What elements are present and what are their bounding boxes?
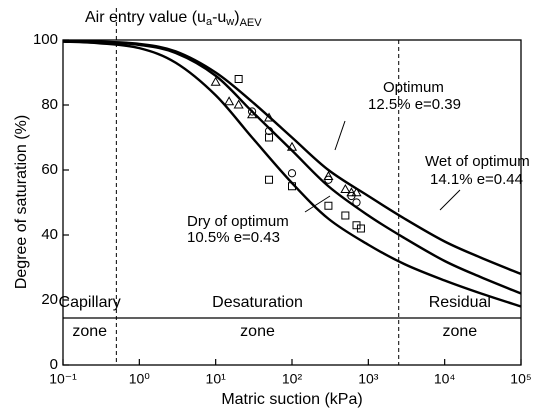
- y-axis-label: Degree of saturation (%): [13, 115, 30, 289]
- data-point: [224, 96, 235, 106]
- y-tick-label: 20: [41, 291, 58, 308]
- zone-word: zone: [443, 323, 478, 340]
- aev-text: ): [234, 9, 239, 26]
- zone-name: Residual: [429, 294, 491, 311]
- data-point: [288, 182, 296, 191]
- y-tick-label: 40: [41, 226, 58, 243]
- data-point: [324, 175, 333, 184]
- data-point: [347, 191, 356, 201]
- data-point: [265, 133, 274, 142]
- y-tick-label: 100: [33, 31, 58, 48]
- data-point: [233, 99, 244, 109]
- x-tick-label: 10⁴: [434, 371, 456, 387]
- y-tick-label: 0: [50, 356, 58, 373]
- data-point: [287, 169, 297, 178]
- label-pointer: [334, 120, 346, 151]
- y-tick-label: 60: [41, 161, 58, 178]
- data-point: [324, 201, 333, 210]
- data-point: [265, 175, 274, 184]
- data-point: [210, 76, 221, 86]
- x-tick-label: 10³: [358, 371, 379, 387]
- curve-label: Dry of optimum: [187, 213, 289, 230]
- data-point: [263, 112, 275, 122]
- zone-name: Desaturation: [212, 294, 303, 311]
- curve-detail: 10.5% e=0.43: [187, 229, 280, 246]
- data-point: [247, 107, 257, 116]
- aev-text: Air entry value (u: [85, 9, 206, 26]
- aev-sub: w: [225, 16, 234, 28]
- zone-word: zone: [72, 323, 107, 340]
- curve-detail: 12.5% e=0.39: [368, 96, 461, 113]
- curve-detail: 14.1% e=0.44: [430, 171, 523, 188]
- x-axis-label: Matric suction (kPa): [221, 391, 362, 408]
- data-point: [234, 75, 243, 83]
- y-tick-label: 80: [41, 96, 58, 113]
- x-tick-label: 10⁻¹: [49, 371, 77, 387]
- aev-sub: AEV: [240, 17, 263, 29]
- curve: [62, 39, 522, 276]
- data-point: [247, 109, 258, 119]
- data-point: [341, 211, 350, 220]
- aev-text: -u: [212, 9, 226, 26]
- data-point: [340, 183, 351, 193]
- data-point: [323, 170, 334, 180]
- x-tick-label: 10⁵: [510, 371, 531, 387]
- curve-label: Optimum: [383, 79, 444, 96]
- label-pointer: [304, 195, 331, 213]
- data-point: [286, 141, 298, 151]
- plot-frame: [62, 39, 522, 366]
- data-point: [356, 224, 365, 233]
- curve-label: Wet of optimum: [425, 153, 530, 170]
- zone-word: zone: [240, 323, 275, 340]
- data-point: [352, 198, 361, 207]
- zone-name: Capillary: [59, 294, 121, 311]
- data-point: [346, 187, 357, 197]
- data-point: [264, 126, 274, 136]
- x-tick-label: 10²: [282, 371, 303, 387]
- aev-annotation: Air entry value (ua-uw)AEV: [85, 9, 262, 29]
- x-tick-label: 10¹: [206, 371, 227, 387]
- aev-sub: a: [206, 16, 213, 28]
- data-point: [351, 187, 362, 197]
- label-pointer: [439, 189, 461, 211]
- x-tick-label: 10⁰: [129, 371, 151, 387]
